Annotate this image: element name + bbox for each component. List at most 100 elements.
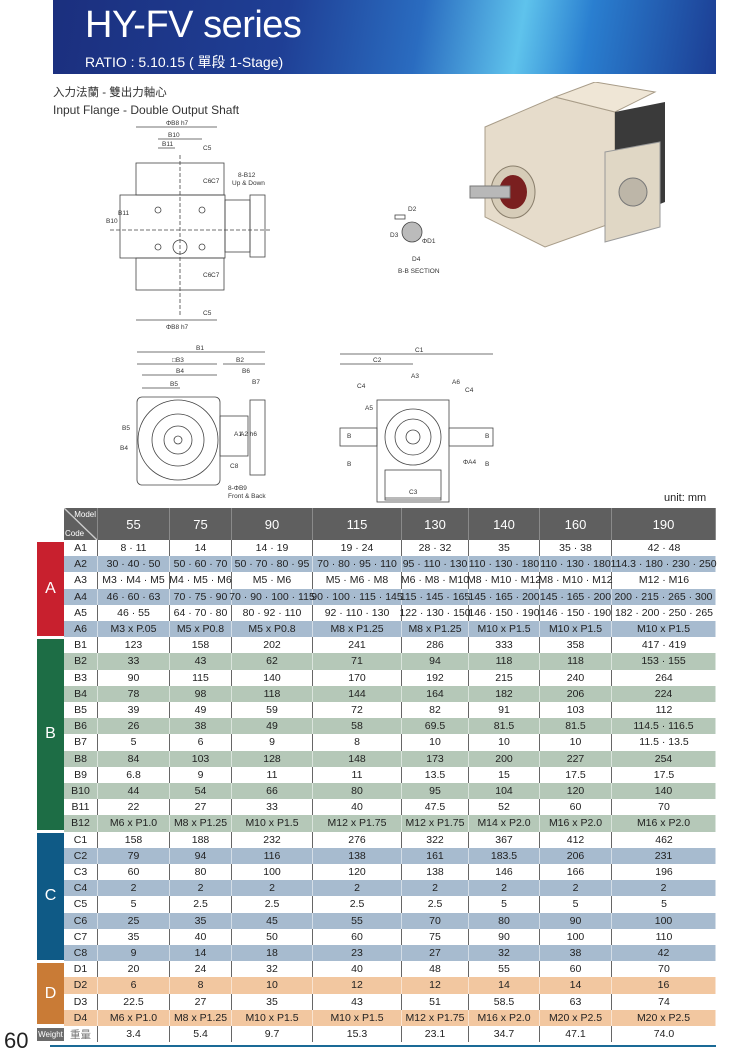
cell-value: 140 [232, 669, 313, 686]
cell-value: 164 [402, 685, 469, 702]
cell-value: M8 x P1.25 [313, 621, 402, 638]
row-code: C1 [64, 831, 98, 848]
dimension-label: D3 [390, 232, 399, 239]
cell-value: 18 [232, 945, 313, 962]
row-code: B6 [64, 718, 98, 735]
cell-value: M16 x P2.0 [540, 815, 612, 832]
table-row: D4 M6 x P1.0 M8 x P1.25 M10 x P1.5 M10 x P1.… [64, 1009, 716, 1026]
cell-value: 20 [98, 961, 170, 978]
row-code: B2 [64, 653, 98, 670]
cell-value: 200 [469, 750, 540, 767]
dimension-label: C7 [211, 272, 220, 279]
table-row: A6 M3 x P.05 M5 x P0.8 M5 x P0.8 M8 x P1.25 M… [64, 621, 716, 638]
cell-value: 103 [540, 702, 612, 719]
cell-value: 276 [313, 831, 402, 848]
dimension-label: A1 [234, 431, 242, 438]
cell-value: 71 [313, 653, 402, 670]
cell-value: 116 [232, 847, 313, 864]
cell-value: 80 [469, 912, 540, 929]
cell-value: 196 [655, 866, 673, 879]
cell-value: 166 [540, 864, 612, 881]
cell-value: M12 x P1.75 [313, 815, 402, 832]
model-header-75: 75 [170, 508, 232, 540]
cell-value: 2 [540, 880, 612, 897]
table-row: B8 84 103 128 148 173 200 227 254 [64, 750, 716, 767]
cell-value: 47.5 [402, 799, 469, 816]
cell-value: 90 [469, 928, 540, 945]
cell-value: 25 [98, 912, 170, 929]
cell-value: 40 [313, 799, 402, 816]
table-row: 重量 3.4 5.4 9.7 15.3 23.1 34.7 47.1 74.0 [64, 1026, 716, 1043]
cell-value: 144 [313, 685, 402, 702]
cell-value: M3 · M4 · M5 [98, 572, 170, 589]
cell-value: 22 [98, 799, 170, 816]
cell-value: M8 x P1.25 [402, 621, 469, 638]
cell-value: 138 [313, 847, 402, 864]
cell-value: 10 [540, 734, 612, 751]
table-row: A4 46 · 60 · 63 70 · 75 · 90 70 · 90 · 100 … [64, 588, 716, 605]
cell-value: 55 [469, 961, 540, 978]
table-row: C4 2 2 2 2 2 2 2 2 [64, 880, 716, 897]
cell-value: M16 x P2.0 [469, 1009, 540, 1026]
cell-value: 2 [402, 880, 469, 897]
table-row: C6 25 35 45 55 70 80 90 100 [64, 912, 716, 929]
cell-value: M4 · M5 · M6 [169, 572, 232, 589]
cell-value: 79 [98, 847, 170, 864]
cell-value: 35 [98, 928, 170, 945]
cell-value: 112 [655, 704, 673, 717]
cell-value: 74.0 [653, 1028, 675, 1041]
cell-value: 6 [98, 977, 170, 994]
cell-value: 90 · 100 · 115 · 145 [311, 588, 403, 605]
cell-value: 158 [170, 637, 232, 654]
cell-value: 188 [170, 831, 232, 848]
cell-value: 10 [402, 734, 469, 751]
cell-value: 114.5 · 116.5 [612, 718, 716, 735]
cell-value: 74 [658, 995, 670, 1008]
cell-value: 5.4 [170, 1026, 232, 1043]
dimension-label: C2 [373, 357, 382, 364]
row-code: B5 [64, 702, 98, 719]
cell-value: 100 [540, 928, 612, 945]
row-code: B9 [64, 766, 98, 783]
dimension-label: B10 [168, 132, 180, 139]
dimension-label: D2 [408, 206, 417, 213]
cell-value: 182 · 200 · 250 · 265 [614, 606, 714, 619]
cell-value: 11 [232, 766, 313, 783]
cell-value: 55 [313, 912, 402, 929]
cell-value: 145 · 165 · 200 [540, 588, 612, 605]
cell-value: 98 [170, 685, 232, 702]
cell-value: 14 [170, 945, 232, 962]
cell-value: 2.5 [402, 896, 469, 913]
cell-value: 24 [170, 961, 232, 978]
section-label-b: B [37, 638, 64, 831]
cell-value: M12 x P1.75 [402, 815, 469, 832]
section-label-c: C [37, 833, 64, 960]
cell-value: 81.5 [469, 718, 540, 735]
cell-value: 6.8 [98, 766, 170, 783]
dimension-label: B4 [120, 445, 128, 452]
cell-value: 70 [658, 963, 670, 976]
cell-value: 367 [469, 831, 540, 848]
dimension-label: B11 [162, 141, 173, 148]
cell-value: 43 [313, 993, 402, 1010]
section-label-d: D [37, 962, 64, 1025]
unit-label: unit: mm [664, 492, 707, 504]
cell-value: 2 [612, 880, 716, 897]
cell-value: 70 [402, 912, 469, 929]
dimension-label: A5 [365, 405, 373, 412]
cell-value: 5 [661, 898, 667, 911]
cell-value: 15 [469, 766, 540, 783]
cell-value: 9.7 [232, 1026, 313, 1043]
cell-value: 70 · 90 · 100 · 115 [229, 588, 315, 605]
cell-value: 28 · 32 [402, 540, 469, 557]
row-code: B7 [64, 734, 98, 751]
cell-value: M8 x P1.25 [170, 1009, 232, 1026]
cell-value: 51 [402, 993, 469, 1010]
cell-value: 48 [402, 961, 469, 978]
cell-value: 5 [98, 896, 170, 913]
dimension-label: C4 [465, 387, 474, 394]
cell-value: M5 · M6 [232, 572, 313, 589]
dimension-label: C5 [203, 145, 212, 152]
cell-value: 182 [469, 685, 540, 702]
